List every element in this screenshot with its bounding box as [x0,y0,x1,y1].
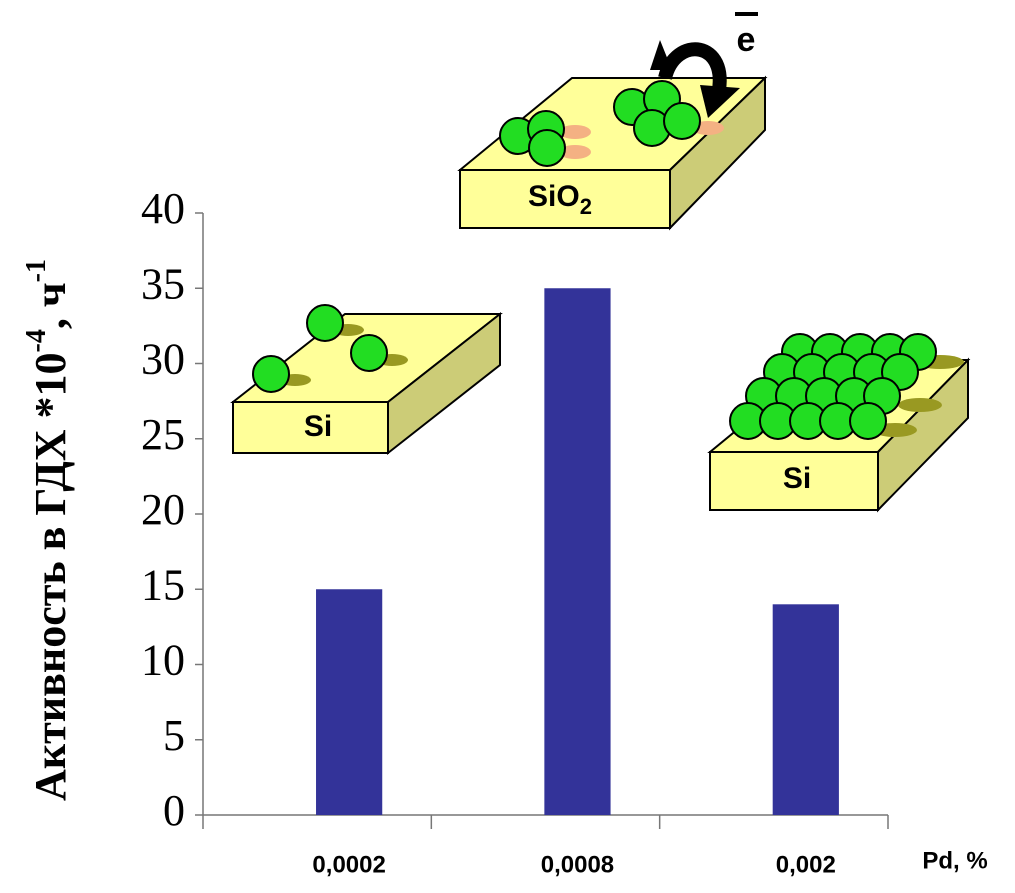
y-label-part: Активность в ГДХ *10 [26,352,75,801]
x-tick-label: 0,002 [776,851,836,878]
bar [316,589,382,815]
annotation: e [737,21,756,59]
y-label-sup: -1 [21,259,52,282]
x-tick-label: 0,0008 [541,851,614,878]
y-axis-label: Активность в ГДХ *10-4, ч-1 [21,259,75,801]
y-tick-label: 35 [141,259,185,308]
annotation: Si [304,410,332,443]
y-tick-label: 5 [163,711,185,760]
annotation-part: SiO [528,180,580,213]
chart: Si SiO2 e Si Pd, % Активность в ГДХ *10-… [0,0,1015,893]
y-label-sup: -4 [21,329,52,352]
bar [773,604,839,815]
annotation-subscript: 2 [580,194,592,219]
x-axis-label: Pd, % [922,847,987,874]
y-tick-label: 25 [141,410,185,459]
y-tick-label: 40 [141,184,185,233]
y-tick-label: 15 [141,560,185,609]
x-tick-label: 0,0002 [312,851,385,878]
y-tick-label: 30 [141,335,185,384]
bar [544,288,610,815]
y-tick-label: 20 [141,485,185,534]
y-tick-label: 0 [163,786,185,835]
annotation: Si [783,462,811,495]
y-tick-label: 10 [141,636,185,685]
y-label-part: , ч [26,282,75,329]
